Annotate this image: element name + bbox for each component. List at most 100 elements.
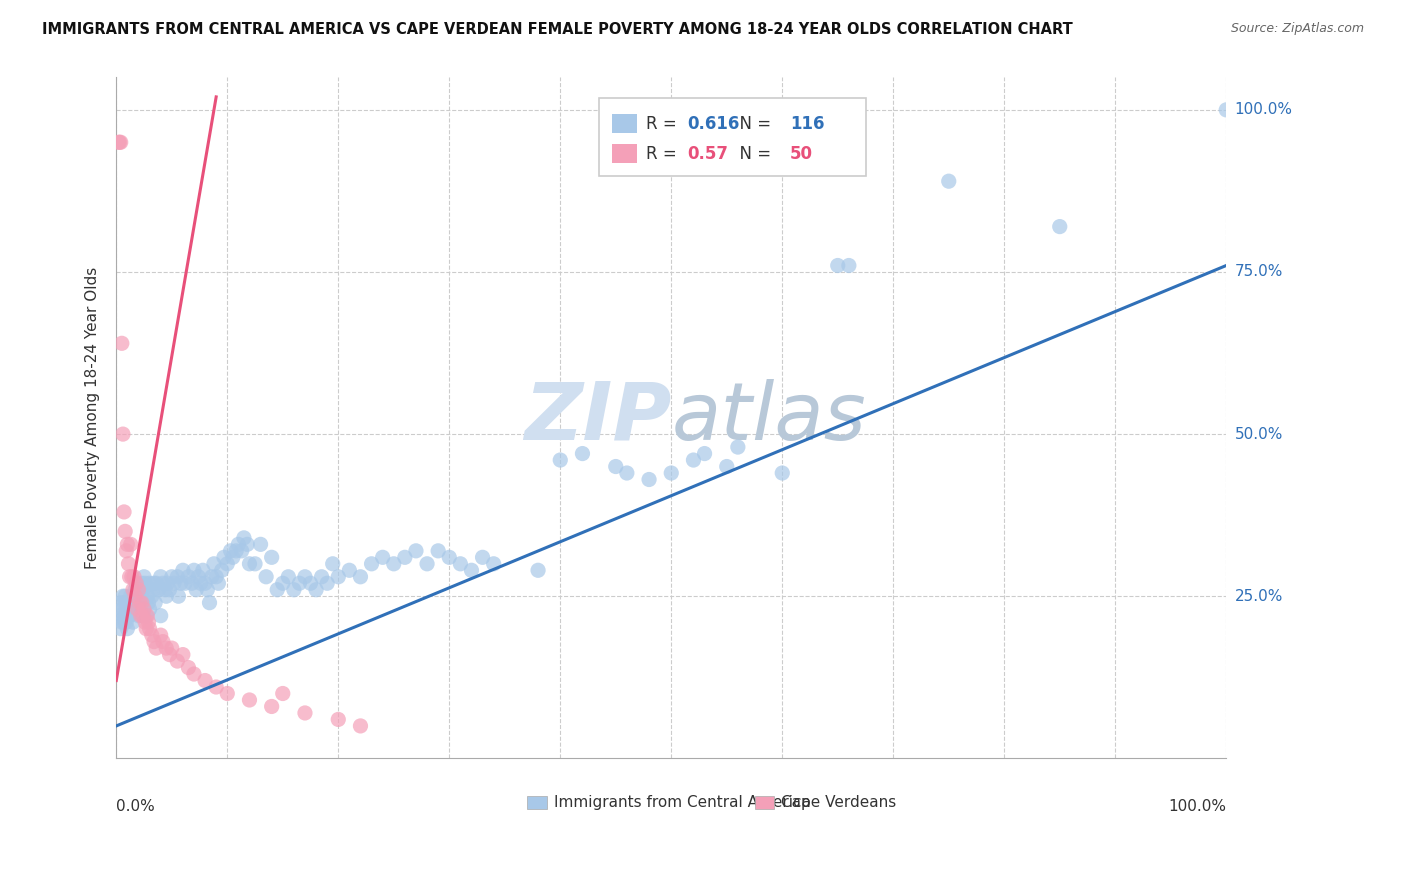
Point	[305, 582, 328, 597]
Point	[127, 589, 149, 603]
Text: 0.0%: 0.0%	[117, 799, 155, 814]
Point	[427, 544, 450, 558]
Point	[1215, 103, 1237, 117]
Point	[349, 570, 371, 584]
Point	[294, 706, 316, 720]
Point	[266, 582, 288, 597]
Point	[177, 660, 200, 674]
Text: 0.616: 0.616	[686, 115, 740, 133]
Point	[166, 570, 188, 584]
Point	[183, 563, 205, 577]
Text: 100.0%: 100.0%	[1168, 799, 1226, 814]
Point	[136, 608, 159, 623]
Point	[135, 608, 157, 623]
Point	[129, 589, 152, 603]
Point	[155, 641, 177, 656]
Point	[115, 615, 138, 629]
Point	[111, 615, 134, 629]
Point	[198, 596, 221, 610]
Point	[138, 596, 160, 610]
Point	[316, 576, 339, 591]
Point	[132, 608, 155, 623]
Point	[159, 582, 181, 597]
Point	[311, 570, 333, 584]
Text: IMMIGRANTS FROM CENTRAL AMERICA VS CAPE VERDEAN FEMALE POVERTY AMONG 18-24 YEAR : IMMIGRANTS FROM CENTRAL AMERICA VS CAPE …	[42, 22, 1073, 37]
Point	[174, 576, 197, 591]
Point	[124, 589, 146, 603]
Point	[145, 576, 167, 591]
Text: Immigrants from Central America: Immigrants from Central America	[554, 795, 810, 810]
Point	[122, 582, 145, 597]
Point	[439, 550, 461, 565]
Point	[194, 673, 217, 688]
Point	[112, 596, 135, 610]
Point	[382, 557, 405, 571]
Point	[254, 570, 277, 584]
Point	[132, 570, 155, 584]
Point	[693, 446, 716, 460]
Point	[169, 576, 191, 591]
Text: 0.57: 0.57	[686, 145, 728, 162]
Point	[143, 634, 166, 648]
Point	[148, 582, 170, 597]
Text: Source: ZipAtlas.com: Source: ZipAtlas.com	[1230, 22, 1364, 36]
Point	[187, 570, 209, 584]
Point	[205, 680, 228, 694]
Point	[127, 582, 149, 597]
Text: 50.0%: 50.0%	[1234, 426, 1282, 442]
Point	[238, 693, 260, 707]
Point	[394, 550, 416, 565]
Point	[149, 570, 172, 584]
Point	[114, 524, 136, 539]
FancyBboxPatch shape	[599, 98, 866, 177]
Text: 116: 116	[790, 115, 824, 133]
Point	[328, 570, 350, 584]
Point	[141, 589, 163, 603]
Point	[228, 537, 250, 551]
Point	[122, 570, 145, 584]
Point	[231, 544, 253, 558]
Point	[770, 466, 793, 480]
Point	[131, 596, 153, 610]
Point	[143, 596, 166, 610]
Point	[416, 557, 439, 571]
Point	[299, 576, 322, 591]
Point	[222, 550, 245, 565]
Text: 100.0%: 100.0%	[1234, 103, 1292, 118]
Point	[605, 459, 627, 474]
Point	[238, 557, 260, 571]
Point	[110, 622, 132, 636]
Point	[225, 544, 247, 558]
Point	[207, 576, 229, 591]
Point	[136, 589, 159, 603]
Text: R =: R =	[645, 145, 682, 162]
Point	[111, 602, 134, 616]
Point	[838, 259, 860, 273]
Text: atlas: atlas	[671, 379, 866, 457]
Point	[149, 628, 172, 642]
Point	[138, 622, 160, 636]
Point	[138, 615, 160, 629]
Point	[243, 557, 266, 571]
Point	[110, 136, 132, 150]
Point	[115, 544, 138, 558]
Point	[271, 686, 294, 700]
Text: N =: N =	[728, 145, 776, 162]
Text: R =: R =	[645, 115, 682, 133]
Point	[288, 576, 311, 591]
Point	[117, 608, 139, 623]
Point	[155, 589, 177, 603]
Point	[271, 576, 294, 591]
Point	[527, 563, 550, 577]
Text: Cape Verdeans: Cape Verdeans	[782, 795, 897, 810]
Point	[112, 615, 135, 629]
Point	[134, 576, 156, 591]
Point	[118, 602, 141, 616]
Point	[211, 563, 233, 577]
Point	[127, 608, 149, 623]
Point	[117, 537, 139, 551]
Point	[449, 557, 471, 571]
Bar	[755, 796, 775, 809]
Point	[107, 136, 129, 150]
Point	[127, 582, 149, 597]
